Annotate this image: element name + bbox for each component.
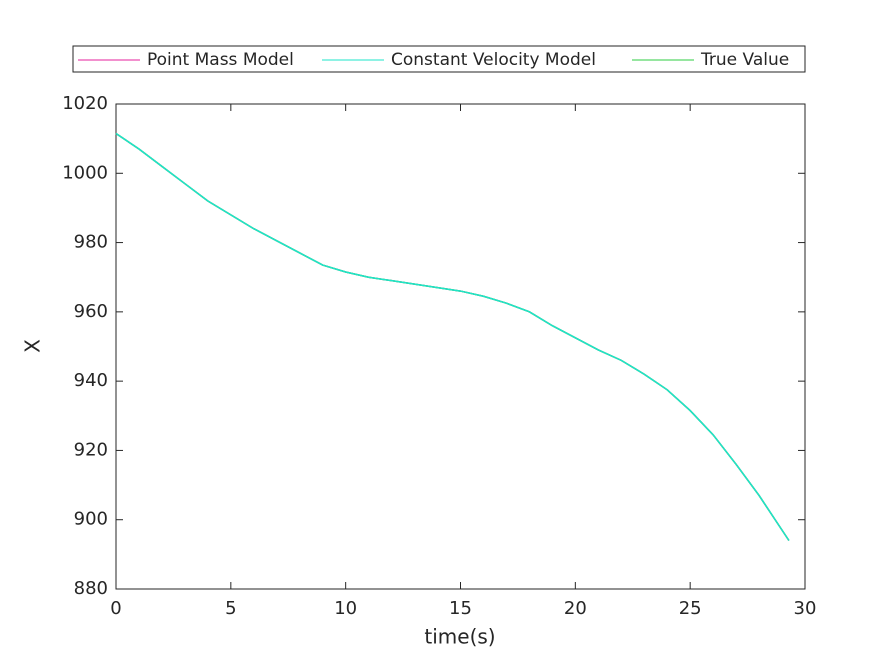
plot-frame <box>115 103 806 590</box>
x-tick-label: 20 <box>564 598 587 619</box>
data-line <box>115 132 790 541</box>
y-tick-label: 1020 <box>62 93 108 114</box>
x-tick-label: 0 <box>110 598 121 619</box>
x-axis-label: time(s) <box>424 625 495 649</box>
legend-label: True Value <box>700 50 789 70</box>
x-tick-label: 15 <box>449 598 472 619</box>
y-tick-label: 960 <box>74 301 108 322</box>
y-tick-label: 900 <box>74 509 108 530</box>
legend-box <box>72 45 806 73</box>
y-axis-label: X <box>21 339 45 353</box>
x-tick-label: 30 <box>794 598 817 619</box>
y-tick-label: 880 <box>74 578 108 599</box>
legend-label: Constant Velocity Model <box>391 50 596 70</box>
legend-label: Point Mass Model <box>147 50 294 70</box>
x-tick-label: 10 <box>334 598 357 619</box>
x-tick-label: 5 <box>225 598 236 619</box>
y-tick-label: 920 <box>74 439 108 460</box>
y-tick-label: 940 <box>74 370 108 391</box>
legend: Point Mass Model Constant Velocity Model T… <box>72 45 806 73</box>
y-tick-label: 1000 <box>62 162 108 183</box>
y-tick-label: 980 <box>74 232 108 253</box>
x-tick-label: 25 <box>679 598 702 619</box>
